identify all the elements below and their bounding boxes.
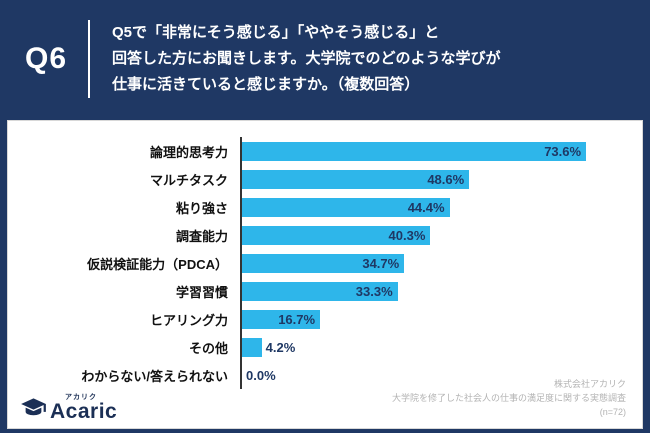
bar: 44.4% <box>242 197 450 217</box>
bar-track: 34.7% <box>240 249 616 277</box>
question-number: Q6 <box>24 42 68 75</box>
chart-row: わからない/答えられない 0.0% <box>8 361 616 389</box>
bar-track: 40.3% <box>240 221 616 249</box>
bar: 33.3% <box>242 281 398 301</box>
bar-track: 33.3% <box>240 277 616 305</box>
bar: 16.7% <box>242 309 321 329</box>
source-note: 株式会社アカリク 大学院を修了した社会人の仕事の満足度に関する実態調査 (n=7… <box>392 378 626 420</box>
value-label: 34.7% <box>362 255 400 271</box>
value-label: 0.0% <box>246 367 276 383</box>
category-label: 調査能力 <box>175 228 228 244</box>
category-label: 粘り強さ <box>175 200 228 216</box>
bar: 40.3% <box>242 225 431 245</box>
category-label: わからない/答えられない <box>81 368 228 384</box>
chart-row: 論理的思考力 73.6% <box>8 137 616 165</box>
chart-row: 学習習慣 33.3% <box>8 277 616 305</box>
value-label: 48.6% <box>427 171 465 187</box>
chart-row: マルチタスク 48.6% <box>8 165 616 193</box>
category-label: ヒアリング力 <box>149 312 228 328</box>
category-label: 仮説検証能力（PDCA） <box>87 256 228 272</box>
bar-track: 16.7% <box>240 305 616 333</box>
value-label: 4.2% <box>265 339 296 355</box>
question-text: Q5で「非常にそう感じる」「ややそう感じる」と 回答した方にお聞きします。大学院… <box>112 23 501 94</box>
logo-text: アカリク Acaric <box>50 394 117 422</box>
value-label: 16.7% <box>278 311 316 327</box>
category-label: 論理的思考力 <box>149 144 228 160</box>
question-header: Q6 Q5で「非常にそう感じる」「ややそう感じる」と 回答した方にお聞きします。… <box>0 0 650 118</box>
bar <box>242 337 262 357</box>
header-divider <box>88 20 90 98</box>
chart-row: その他 4.2% <box>8 333 616 361</box>
chart-row: ヒアリング力 16.7% <box>8 305 616 333</box>
source-sample-size: (n=72) <box>599 407 626 418</box>
source-survey: 大学院を修了した社会人の仕事の満足度に関する実態調査 <box>391 393 626 404</box>
category-label: マルチタスク <box>149 172 228 188</box>
logo-katakana: アカリク <box>65 394 97 402</box>
value-label: 44.4% <box>407 199 445 215</box>
category-label: その他 <box>188 340 228 356</box>
bar: 48.6% <box>242 169 470 189</box>
bar-track: 0.0% <box>240 361 616 389</box>
bar-track: 44.4% <box>240 193 616 221</box>
value-label: 33.3% <box>355 283 393 299</box>
value-label: 73.6% <box>544 143 582 159</box>
chart-row: 仮説検証能力（PDCA） 34.7% <box>8 249 616 277</box>
chart-rows: 論理的思考力 73.6% マルチタスク 48.6% 粘り強さ 44.4% 調査能力 40.3%… <box>8 121 642 389</box>
logo-wordmark: Acaric <box>50 400 118 424</box>
source-company: 株式会社アカリク <box>553 379 626 390</box>
bar-track: 4.2% <box>240 333 616 361</box>
category-label: 学習習慣 <box>175 284 228 300</box>
chart-row: 粘り強さ 44.4% <box>8 193 616 221</box>
bar: 34.7% <box>242 253 405 273</box>
acaric-logo: アカリク Acaric <box>20 394 117 422</box>
graduation-cap-icon <box>20 395 47 422</box>
bar-track: 48.6% <box>240 165 616 193</box>
bar-track: 73.6% <box>240 137 616 165</box>
bar: 73.6% <box>242 141 587 161</box>
chart-panel: 論理的思考力 73.6% マルチタスク 48.6% 粘り強さ 44.4% 調査能力 40.3%… <box>7 120 643 429</box>
value-label: 40.3% <box>388 227 426 243</box>
chart-row: 調査能力 40.3% <box>8 221 616 249</box>
